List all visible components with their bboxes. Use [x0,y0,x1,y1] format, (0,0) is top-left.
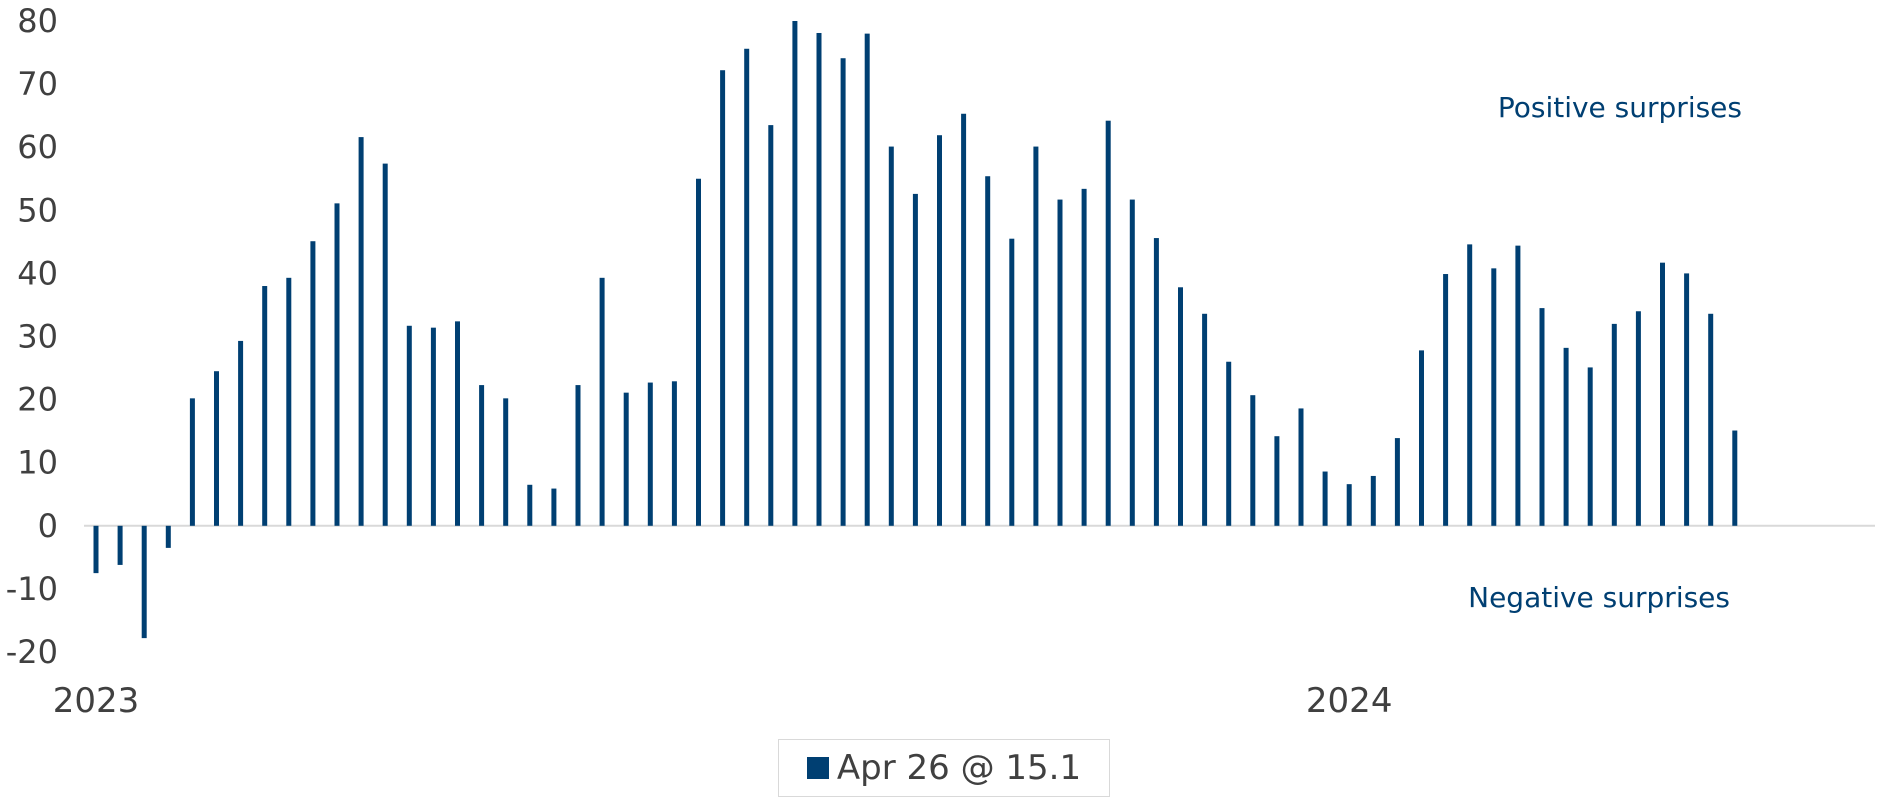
bar [93,525,99,574]
y-tick-label: 0 [38,507,58,545]
bar [1105,120,1111,526]
bar [1394,438,1400,526]
y-tick-label: 20 [17,381,58,419]
x-axis-labels: 2023 2024 [53,681,1393,721]
bar [985,176,991,526]
y-tick-label: 40 [17,254,58,292]
bar [792,21,798,526]
bar [479,385,485,526]
y-tick-label: 10 [17,444,58,482]
bar [406,325,412,526]
bar [1153,238,1159,526]
bar [1274,436,1280,526]
bar [599,277,605,526]
bar [527,484,533,526]
bar [840,58,846,526]
bar [1443,274,1449,526]
bar [696,178,701,526]
bar [623,392,629,526]
y-tick-label: -20 [6,633,58,671]
bar [1298,408,1304,526]
bars [93,21,1738,639]
bar [1708,313,1714,526]
bar [961,113,967,526]
bar [1178,287,1183,526]
annotation-negative: Negative surprises [1468,581,1730,614]
bar [214,371,219,526]
bar [1515,245,1521,526]
bar [430,327,436,526]
bar [1370,475,1376,526]
bar [1491,268,1497,526]
bar [912,193,918,526]
x-tick-label: 2023 [53,681,140,721]
bar [286,277,292,526]
bar [647,382,653,526]
legend-swatch [806,757,829,779]
y-tick-label: 70 [17,65,58,103]
bar [262,286,268,526]
annotation-positive: Positive surprises [1498,91,1742,124]
bar [117,525,123,565]
bar [1587,367,1593,526]
x-tick-label: 2024 [1306,681,1393,721]
bar [1635,311,1641,526]
bar [575,385,581,526]
bar [455,321,460,526]
bar [1009,238,1015,526]
bar [937,135,942,526]
bar [1732,430,1738,526]
y-tick-label: 30 [17,318,58,356]
bar [744,48,750,526]
bar [1081,188,1087,526]
y-tick-label: 80 [17,2,58,40]
bar [1033,146,1039,526]
bar [382,163,388,526]
bar [720,70,726,526]
bar [1563,347,1569,526]
bar [1660,262,1665,526]
bar [1684,273,1690,526]
bar [334,203,340,526]
bar [864,33,870,526]
bar [1467,244,1473,526]
bar [768,125,774,526]
y-tick-label: -10 [6,570,58,608]
legend-label: Apr 26 @ 15.1 [836,748,1082,788]
bar [671,381,677,526]
chart: 80 70 60 50 40 30 20 10 0 -10 -20 2023 2024 Positiv… [6,2,1875,721]
bar [1611,323,1617,526]
y-axis-ticks: 80 70 60 50 40 30 20 10 0 -10 -20 [6,2,58,671]
y-tick-label: 60 [17,128,58,166]
bar [1346,484,1352,526]
bar [1202,313,1208,526]
legend: Apr 26 @ 15.1 [778,739,1110,797]
bar [816,32,822,526]
y-tick-label: 50 [17,191,58,229]
bar [1057,199,1063,526]
bar [551,488,557,526]
bar [189,398,195,526]
bar [1419,350,1424,526]
bar [1322,471,1328,526]
bar [888,146,894,526]
bar [310,241,316,526]
bar [358,137,364,526]
bar [141,525,147,639]
bar [1539,308,1545,526]
bar [1250,395,1256,526]
bar [503,398,509,526]
bar [165,525,171,548]
bar [1226,361,1232,526]
bar [238,340,244,526]
bar [1129,199,1135,526]
